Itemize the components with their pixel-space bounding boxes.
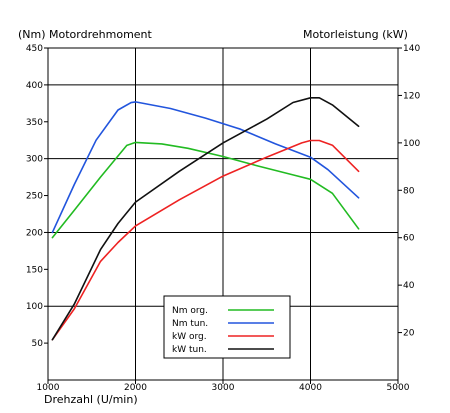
x-tick-label: 2000 [124,383,147,393]
left-tick-label: 400 [26,81,43,91]
right-tick-label: 120 [403,91,420,101]
tick-labels: 1000 2000 3000 4000 5000 50 100 150 200 250 300 350… [26,44,421,393]
right-tick-label: 100 [403,139,420,149]
left-tick-label: 50 [32,339,44,349]
legend-label: Nm tun. [172,319,208,329]
legend: Nm org. Nm tun. kW org. kW tun. [163,295,291,359]
legend-label: kW org. [172,332,207,342]
right-axis-title: Motorleistung (kW) [303,28,408,41]
legend-label: kW tun. [172,345,207,355]
left-tick-label: 150 [26,265,43,275]
right-tick-label: 20 [403,329,415,339]
right-tick-label: 80 [403,186,415,196]
left-tick-label: 250 [26,192,43,202]
series-line-nm-org [51,141,360,239]
x-tick-label: 4000 [299,383,322,393]
left-axis-title: (Nm) Motordrehmoment [18,28,153,41]
left-tick-label: 200 [26,228,43,238]
series-lines [51,97,360,341]
legend-box [163,295,291,359]
right-tick-label: 40 [403,281,415,291]
right-tick-label: 60 [403,234,415,244]
legend-label: Nm org. [172,306,208,316]
series-line-kw-tun [51,97,360,341]
x-tick-label: 1000 [37,383,60,393]
right-tick-label: 140 [403,44,420,54]
x-tick-label: 5000 [387,383,410,393]
series-line-nm-tun [51,101,360,234]
x-axis-title: Drehzahl (U/min) [44,393,138,406]
left-tick-label: 100 [26,302,43,312]
left-tick-label: 350 [26,118,43,128]
series-line-kw-org [51,139,360,341]
left-tick-label: 300 [26,155,43,165]
left-tick-label: 450 [26,44,43,54]
x-tick-label: 3000 [212,383,235,393]
